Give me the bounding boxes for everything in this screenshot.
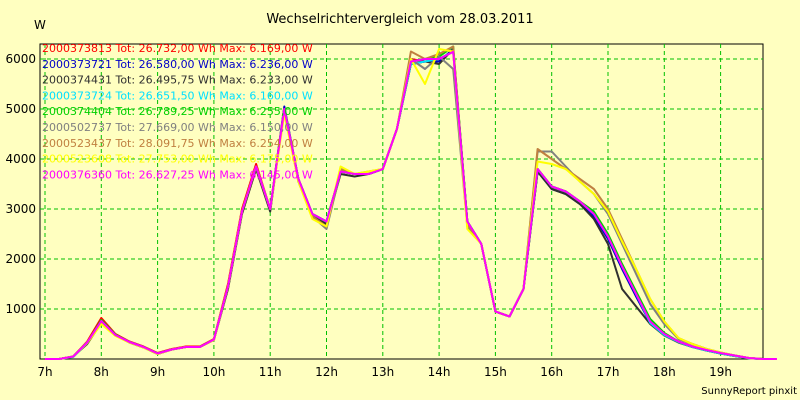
x-tick-label: 19h [709, 365, 732, 379]
legend-entry-2000374431: 2000374431 Tot: 26.495,75 Wh Max: 6.233,… [42, 74, 313, 87]
x-tick-label: 11h [259, 365, 282, 379]
x-tick-label: 16h [540, 365, 563, 379]
y-tick-label: 4000 [5, 152, 36, 166]
y-tick-label: 2000 [5, 252, 36, 266]
x-tick-label: 14h [428, 365, 451, 379]
y-tick-label: 5000 [5, 102, 36, 116]
gridlines [40, 44, 763, 359]
legend-entry-2000373724: 2000373724 Tot: 26.651,50 Wh Max: 6.160,… [42, 89, 313, 102]
x-tick-label: 18h [653, 365, 676, 379]
x-tick-label: 17h [597, 365, 620, 379]
x-tick-label: 15h [484, 365, 507, 379]
x-tick-label: 10h [202, 365, 225, 379]
series-lines [45, 45, 777, 360]
x-tick-label: 9h [150, 365, 165, 379]
legend-entry-2000523608: 2000523608 Tot: 27.753,00 Wh Max: 6.175,… [42, 153, 313, 166]
y-axis-label: W [34, 18, 46, 32]
y-tick-label: 1000 [5, 302, 36, 316]
legend-entry-2000373813: 2000373813 Tot: 26.732,00 Wh Max: 6.169,… [42, 42, 313, 55]
legend-entry-2000374404: 2000374404 Tot: 26.789,25 Wh Max: 6.255,… [42, 105, 313, 118]
x-tick-label: 13h [371, 365, 394, 379]
legend: 2000373813 Tot: 26.732,00 Wh Max: 6.169,… [42, 42, 313, 181]
y-tick-label: 3000 [5, 202, 36, 216]
footer-credit: SunnyReport pinxit [701, 386, 797, 397]
x-tick-label: 8h [94, 365, 109, 379]
plot-area [39, 43, 777, 360]
series-line-2000376360 [45, 50, 777, 360]
x-tick-label: 12h [315, 365, 338, 379]
legend-entry-2000502737: 2000502737 Tot: 27.669,00 Wh Max: 6.150,… [42, 121, 313, 134]
legend-entry-2000523437: 2000523437 Tot: 28.091,75 Wh Max: 6.254,… [42, 137, 313, 150]
chart-title: Wechselrichtervergleich vom 28.03.2011 [266, 12, 533, 27]
x-axis-ticks: 7h 8h 9h 10h 11h 12h 13h 14h 15h 16h 17h 18h 19h [37, 365, 732, 379]
x-tick-label: 7h [37, 365, 52, 379]
y-tick-label: 6000 [5, 52, 36, 66]
y-axis-ticks: 1000 2000 3000 4000 5000 6000 [5, 52, 36, 316]
legend-entry-2000376360: 2000376360 Tot: 26.627,25 Wh Max: 6.145,… [42, 168, 313, 181]
legend-entry-2000373721: 2000373721 Tot: 26.580,00 Wh Max: 6.236,… [42, 58, 313, 71]
